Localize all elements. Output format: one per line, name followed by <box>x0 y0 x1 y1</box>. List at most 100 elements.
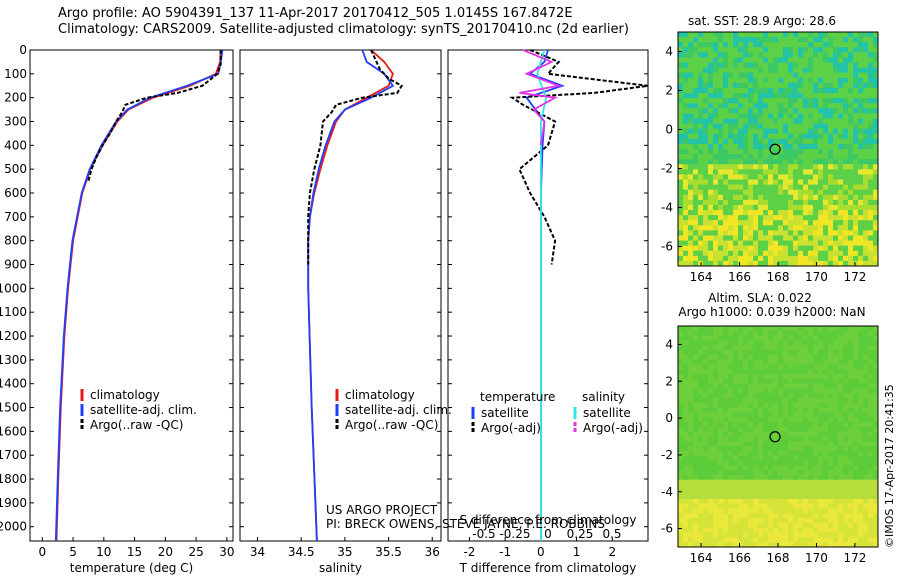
sla-map-cell <box>843 364 849 370</box>
sla-map-cell <box>713 542 719 548</box>
sla-map-cell <box>738 407 744 413</box>
sla-map-cell <box>743 465 749 471</box>
sla-map-cell <box>818 450 824 457</box>
sst-map-cell <box>773 250 779 257</box>
sla-map-cell <box>808 542 814 548</box>
sst-map-cell <box>843 82 849 89</box>
sst-map-cell <box>828 189 834 196</box>
sla-map-cell <box>868 479 874 486</box>
depth-tick-label: 0 <box>19 43 27 57</box>
sla-map-cell <box>803 407 809 413</box>
sst-map-cell <box>698 47 704 53</box>
sla-map-cell <box>778 542 784 548</box>
sst-map-cell <box>693 210 699 216</box>
sla-map-cell <box>693 479 699 486</box>
sst-map-cell <box>758 57 764 64</box>
sst-map-cell <box>793 133 799 140</box>
sla-map-cell <box>813 393 819 399</box>
sla-map-cell <box>833 431 839 437</box>
sla-map-cell <box>758 326 764 332</box>
sla-map-cell <box>773 527 779 534</box>
sst-map-cell <box>828 118 834 125</box>
sla-map-cell <box>683 479 689 486</box>
sla-map-cell <box>783 446 789 452</box>
sla-map-cell <box>868 508 874 514</box>
sla-map-cell <box>748 350 754 356</box>
sla-map-cell <box>863 460 869 466</box>
sla-map-cell <box>698 446 704 452</box>
sla-map-cell <box>693 388 699 394</box>
sla-map-cell <box>833 335 839 341</box>
sst-map-cell <box>833 37 839 43</box>
sst-map-cell <box>733 62 739 69</box>
sla-map-cell <box>723 359 729 365</box>
sst-map-cell <box>683 87 689 94</box>
sla-map-cell <box>678 518 684 524</box>
sst-map-cell <box>853 32 859 38</box>
sla-map-cell <box>693 369 699 375</box>
sla-map-cell <box>873 460 879 466</box>
sla-map-cell <box>688 326 694 332</box>
sst-map-cell <box>703 118 709 125</box>
sst-map-cell <box>843 32 849 38</box>
sla-map-cell <box>698 498 704 505</box>
sla-map-cell <box>838 498 844 505</box>
difference-profile-frame <box>447 49 649 542</box>
sst-map-cell <box>843 52 849 58</box>
sla-map-cell <box>863 527 869 534</box>
sla-map-cell <box>808 489 814 495</box>
sst-map-cell <box>773 199 779 206</box>
sst-map-cell <box>688 77 694 84</box>
sst-map-cell <box>763 255 769 262</box>
sst-map-cell <box>808 184 814 191</box>
sla-map-cell <box>823 508 829 514</box>
sla-map-cell <box>823 345 829 351</box>
sst-map-cell <box>758 98 764 104</box>
sla-map-cell <box>738 527 744 534</box>
sla-map-cell <box>833 388 839 394</box>
sla-map-cell <box>748 498 754 505</box>
sla-map-cell <box>848 498 854 505</box>
sst-map-cell <box>723 82 729 89</box>
sla-map-cell <box>823 378 829 385</box>
sla-map-cell <box>693 470 699 476</box>
sla-map-cell <box>753 522 759 529</box>
sla-map-cell <box>833 484 839 490</box>
sla-map-cell <box>698 422 704 428</box>
sla-map-cell <box>823 335 829 341</box>
sst-map-cell <box>828 169 834 175</box>
sst-map-cell <box>808 164 814 170</box>
sla-map-cell <box>798 522 804 529</box>
sla-map-cell <box>788 350 794 356</box>
sla-map-cell <box>793 446 799 452</box>
sla-map-cell <box>838 383 844 389</box>
sst-map-cell <box>748 255 754 262</box>
sla-map-cell <box>868 326 874 332</box>
sla-map-cell <box>688 374 694 380</box>
sst-map-cell <box>803 230 809 236</box>
sla-map-cell <box>838 364 844 370</box>
sla-map-cell <box>813 494 819 500</box>
sst-map-cell <box>813 72 819 79</box>
sst-map-cell <box>803 250 809 257</box>
sst-map-cell <box>863 250 869 257</box>
sst-map-cell <box>678 47 684 53</box>
sla-map-cell <box>788 527 794 534</box>
sst-map-cell <box>703 82 709 89</box>
sst-map-cell <box>708 235 714 242</box>
sst-map-cell <box>753 42 759 48</box>
sla-map-cell <box>838 494 844 500</box>
sla-map-cell <box>713 484 719 490</box>
sst-map-cell <box>808 67 814 74</box>
sst-map-cell <box>773 215 779 221</box>
sla-map-cell <box>713 479 719 486</box>
sst-map-cell <box>683 199 689 206</box>
sla-map-cell <box>833 426 839 433</box>
sla-map-cell <box>823 532 829 538</box>
sla-map-cell <box>843 508 849 514</box>
sst-map-cell <box>743 169 749 175</box>
sst-map-cell <box>688 154 694 160</box>
sla-map-cell <box>683 532 689 538</box>
sst-map-cell <box>678 184 684 191</box>
sst-map-cell <box>858 159 864 165</box>
